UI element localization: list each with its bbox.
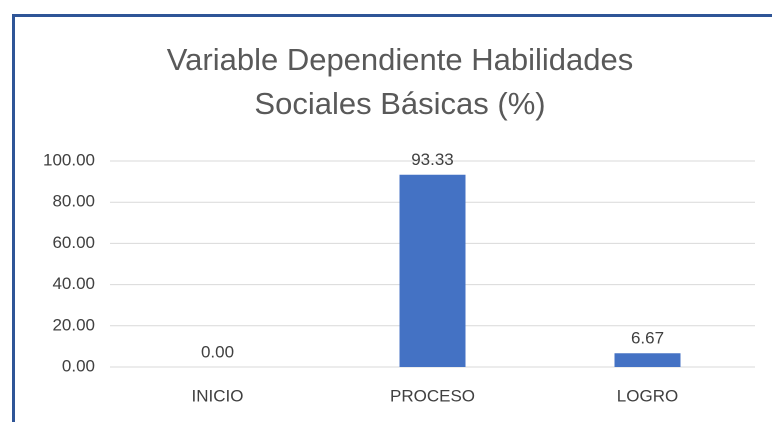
x-tick-label: INICIO [192,386,244,405]
y-tick-label: 20.00 [52,315,95,334]
y-tick-label: 40.00 [52,274,95,293]
chart-title: Variable Dependiente Habilidades [167,42,633,77]
bar [399,174,466,367]
x-tick-label: PROCESO [390,386,475,405]
y-tick-label: 0.00 [62,356,95,375]
x-tick-label: LOGRO [617,386,678,405]
bar [614,353,681,367]
y-tick-label: 80.00 [52,192,95,211]
data-label: 93.33 [411,150,454,169]
y-tick-label: 100.00 [43,150,95,169]
data-label: 0.00 [201,342,234,361]
data-label: 6.67 [631,329,664,348]
y-tick-label: 60.00 [52,233,95,252]
chart-title: Sociales Básicas (%) [254,86,545,121]
